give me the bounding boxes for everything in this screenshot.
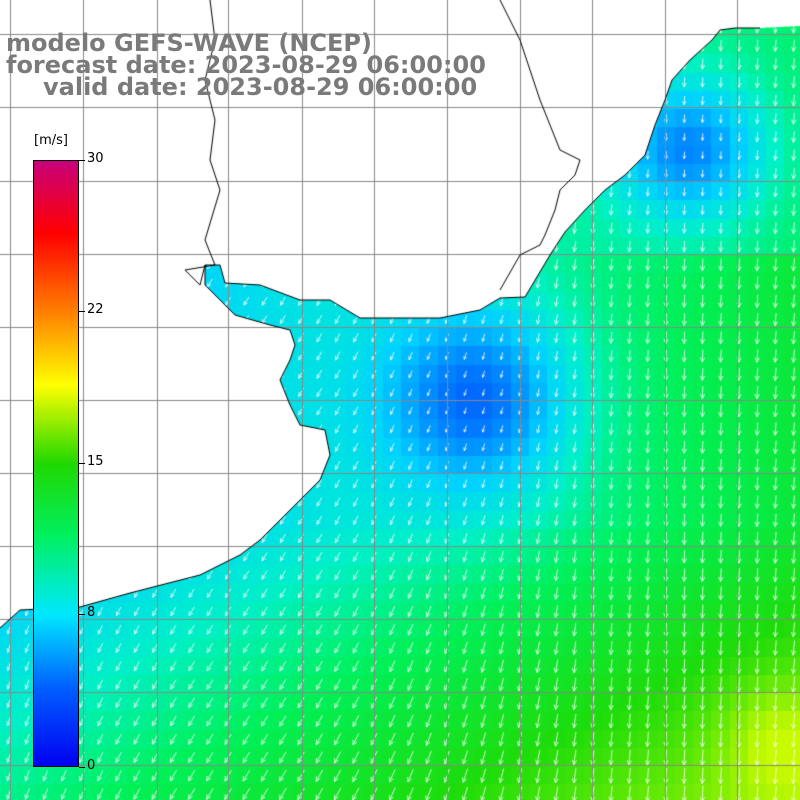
colorbar-tick-label: 15: [87, 454, 104, 469]
colorbar-tick-mark: [79, 160, 85, 161]
colorbar-tick-label: 8: [87, 605, 96, 620]
colorbar-tick-mark: [79, 463, 85, 464]
colorbar: [33, 160, 79, 767]
colorbar-tick-label: 22: [87, 302, 104, 317]
colorbar-unit: [m/s]: [34, 133, 68, 148]
colorbar-tick-mark: [79, 767, 85, 768]
forecast-date: forecast date: 2023-08-29 06:00:00: [6, 51, 486, 79]
valid-date: valid date: 2023-08-29 06:00:00: [43, 73, 478, 101]
colorbar-tick-label: 30: [87, 151, 104, 166]
colorbar-tick-label: 0: [87, 758, 96, 773]
colorbar-tick-mark: [79, 311, 85, 312]
model-title: modelo GEFS-WAVE (NCEP): [6, 29, 372, 57]
colorbar-tick-mark: [79, 614, 85, 615]
